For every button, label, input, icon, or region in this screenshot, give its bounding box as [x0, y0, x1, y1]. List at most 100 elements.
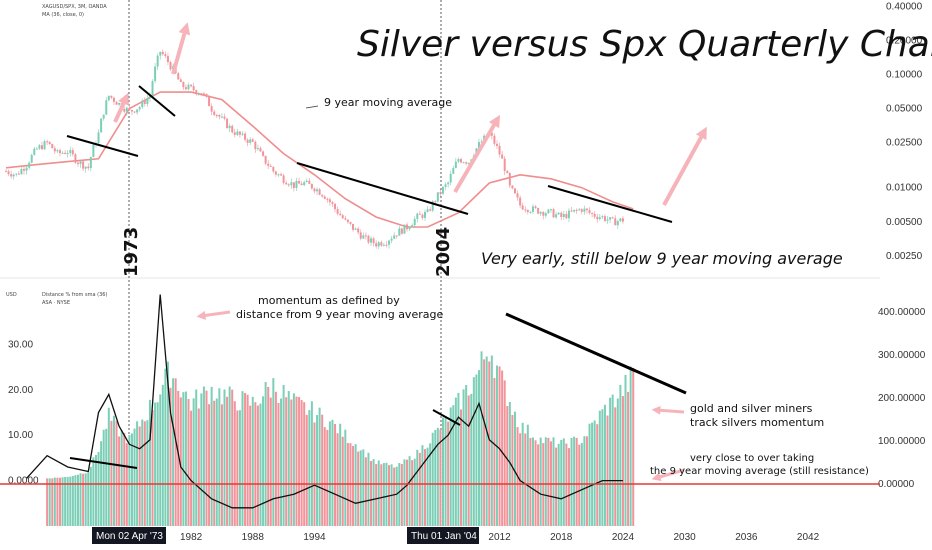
asa-bar — [179, 397, 182, 526]
lower-symbol: ASA · NYSE — [42, 300, 70, 306]
upper-symbol: XAGUSD/SPX, 3M, OANDA — [42, 4, 107, 10]
asa-bar — [614, 407, 617, 526]
candle-body — [385, 244, 388, 246]
candle-body — [264, 155, 267, 164]
candle-body — [58, 150, 61, 154]
x-tick-label: 2036 — [735, 532, 758, 543]
candle-body — [223, 116, 226, 119]
asa-bar — [629, 366, 632, 526]
candle-body — [192, 86, 195, 91]
asa-bar — [465, 385, 468, 526]
asa-bar — [537, 444, 540, 526]
candle-body — [375, 243, 378, 247]
asa-bar — [148, 399, 151, 526]
candle-body — [377, 242, 380, 247]
candle-body — [259, 148, 262, 152]
candle-body — [82, 161, 85, 169]
candle-body — [138, 107, 141, 110]
candle-body — [262, 151, 265, 156]
candle-body — [341, 215, 344, 219]
asa-bar — [308, 410, 311, 526]
asa-bar — [372, 459, 375, 526]
silver-spx-candles — [5, 49, 624, 249]
asa-bar — [128, 435, 131, 526]
candle-body — [477, 142, 480, 149]
asa-bar — [74, 475, 77, 526]
asa-bar — [262, 396, 265, 526]
candle-body — [552, 209, 555, 218]
candle-body — [439, 192, 442, 194]
asa-bar — [552, 437, 555, 526]
candle-body — [534, 206, 537, 209]
asa-bar — [256, 405, 259, 526]
asa-bar — [215, 398, 218, 526]
lower-left-tick-label: 10.00 — [8, 430, 33, 441]
arrow-left-1 — [196, 310, 231, 320]
x-tick-label: 1994 — [303, 532, 326, 543]
asa-bar — [154, 402, 157, 526]
candle-body — [542, 212, 545, 216]
asa-bar — [442, 417, 444, 526]
asa-bar — [246, 394, 249, 526]
candle-body — [393, 235, 396, 239]
candle-body — [285, 182, 288, 185]
asa-bar — [336, 433, 339, 526]
candle-body — [316, 189, 319, 192]
asa-bar — [244, 392, 247, 526]
candle-body — [107, 95, 110, 101]
asa-bar — [233, 401, 236, 526]
asa-bar — [439, 429, 442, 526]
asa-bar — [254, 402, 257, 526]
candle-body — [346, 219, 349, 223]
candle-body — [197, 93, 200, 95]
asa-bar — [130, 433, 133, 526]
candle-body — [318, 189, 321, 195]
candle-body — [226, 118, 229, 129]
asa-bar — [375, 464, 378, 526]
asa-bar — [48, 478, 51, 526]
asa-bar — [213, 400, 216, 526]
candle-body — [210, 106, 213, 112]
candle-body — [493, 135, 496, 144]
asa-bar — [575, 437, 578, 526]
candle-body — [56, 150, 59, 152]
asa-bar — [238, 410, 241, 526]
asa-bar — [547, 437, 550, 526]
candle-body — [544, 213, 547, 216]
candle-body — [400, 228, 403, 234]
asa-bar — [454, 397, 457, 526]
candle-body — [557, 212, 560, 215]
candle-body — [313, 188, 316, 192]
candle-body — [490, 132, 493, 136]
asa-bar — [475, 374, 478, 526]
asa-bar — [606, 415, 609, 526]
asa-bar — [331, 419, 334, 526]
asa-bar — [210, 386, 213, 526]
asa-bar — [472, 377, 475, 526]
asa-bar — [71, 476, 74, 526]
upper-axis-ticks: 0.40000 0.20000 0.10000 0.05000 0.02500 0.010… — [886, 1, 923, 261]
x-axis-ticks: 1982 1988 1994 2012 2018 2024 2030 2036 2042 — [180, 532, 820, 543]
asa-bar — [598, 410, 601, 526]
candle-body — [526, 210, 529, 213]
asa-bar — [395, 466, 398, 526]
cursor-label-1973: Mon 02 Apr '73 — [96, 531, 163, 542]
candle-body — [408, 227, 411, 230]
candle-body — [244, 133, 247, 140]
asa-bar — [46, 478, 49, 526]
candle-body — [92, 144, 95, 158]
candle-body — [10, 174, 13, 177]
asa-bar — [529, 437, 532, 526]
trendline-5 — [69, 457, 138, 469]
asa-bar — [385, 462, 388, 526]
upper-tick-label: 0.20000 — [886, 35, 923, 46]
asa-bar — [328, 421, 331, 526]
candle-body — [506, 171, 509, 174]
asa-bar — [352, 446, 355, 526]
asa-bar — [544, 437, 547, 526]
asa-bar — [133, 428, 136, 526]
candle-body — [89, 157, 92, 169]
asa-bar — [177, 390, 180, 526]
lower-left-tick-label: 20.00 — [8, 385, 33, 396]
asa-bar — [195, 389, 198, 526]
